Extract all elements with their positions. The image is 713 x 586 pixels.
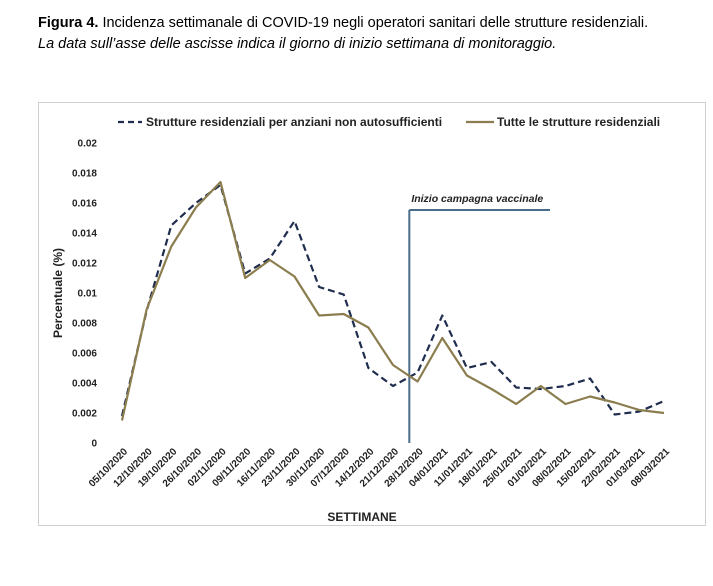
y-tick-label: 0: [91, 439, 97, 450]
x-axis-title: SETTIMANE: [327, 510, 396, 524]
series-line-tutte: [120, 180, 665, 421]
y-tick-label: 0.014: [72, 229, 97, 240]
y-tick-label: 0.02: [78, 139, 98, 150]
y-tick-label: 0.006: [72, 349, 97, 360]
series-line-anziani: [120, 183, 665, 417]
figure-caption: Figura 4. Incidenza settimanale di COVID…: [38, 13, 698, 55]
y-tick-label: 0.016: [72, 199, 97, 210]
figure-label: Figura 4.: [38, 15, 99, 31]
y-tick-label: 0.018: [72, 169, 97, 180]
legend-label-tutte: Tutte le strutture residenziali: [497, 115, 660, 129]
y-axis-title: Percentuale (%): [51, 248, 65, 338]
y-tick-label: 0.01: [78, 289, 98, 300]
y-tick-label: 0.012: [72, 259, 97, 270]
figure-title: Incidenza settimanale di COVID-19 negli …: [98, 15, 649, 31]
figure-subtitle: La data sull’asse delle ascisse indica i…: [38, 36, 557, 52]
vaccination-annotation: Inizio campagna vaccinale: [411, 193, 543, 205]
y-tick-label: 0.002: [72, 409, 97, 420]
chart-frame: [38, 102, 706, 526]
y-tick-label: 0.008: [72, 319, 97, 330]
legend-label-anziani: Strutture residenziali per anziani non a…: [146, 115, 442, 129]
y-tick-label: 0.004: [72, 379, 97, 390]
